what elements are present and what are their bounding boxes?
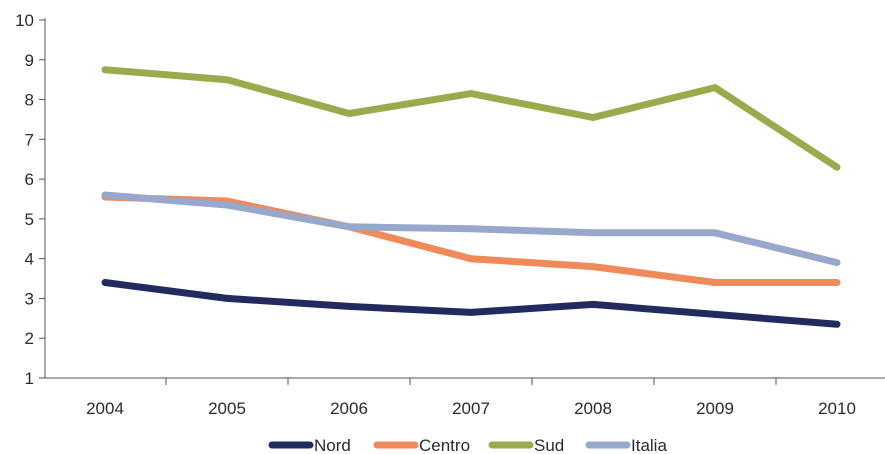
y-axis: 1 2 3 4 5 6 7 8 9 10 xyxy=(15,11,46,388)
x-tick-label: 2010 xyxy=(818,399,856,418)
y-tick-label: 8 xyxy=(25,91,34,110)
series-layer xyxy=(101,66,841,328)
y-tick-label: 3 xyxy=(25,289,34,308)
y-tick-label: 9 xyxy=(25,51,34,70)
y-tick-label: 1 xyxy=(25,369,34,388)
series-line-sud xyxy=(101,66,841,171)
x-tick-label: 2008 xyxy=(574,399,612,418)
legend-label-italia: Italia xyxy=(631,436,667,454)
y-tick-label: 10 xyxy=(15,11,34,30)
x-tick-label: 2004 xyxy=(86,399,124,418)
legend: Nord Centro Sud Italia xyxy=(268,436,667,454)
y-tick-label: 7 xyxy=(25,130,34,149)
legend-label-sud: Sud xyxy=(534,436,564,454)
series-line-nord xyxy=(101,279,841,328)
x-tick-label: 2007 xyxy=(452,399,490,418)
legend-label-nord: Nord xyxy=(314,436,351,454)
legend-label-centro: Centro xyxy=(419,436,470,454)
y-tick-label: 2 xyxy=(25,329,34,348)
y-tick-label: 5 xyxy=(25,210,34,229)
x-tick-label: 2006 xyxy=(330,399,368,418)
x-tick-label: 2009 xyxy=(696,399,734,418)
x-axis: 2004 2005 2006 2007 2008 2009 2010 xyxy=(45,377,885,418)
y-tick-label: 4 xyxy=(25,250,34,269)
series-line-italia xyxy=(101,191,841,267)
series-line-centro xyxy=(101,193,841,286)
x-tick-label: 2005 xyxy=(208,399,246,418)
y-tick-label: 6 xyxy=(25,170,34,189)
